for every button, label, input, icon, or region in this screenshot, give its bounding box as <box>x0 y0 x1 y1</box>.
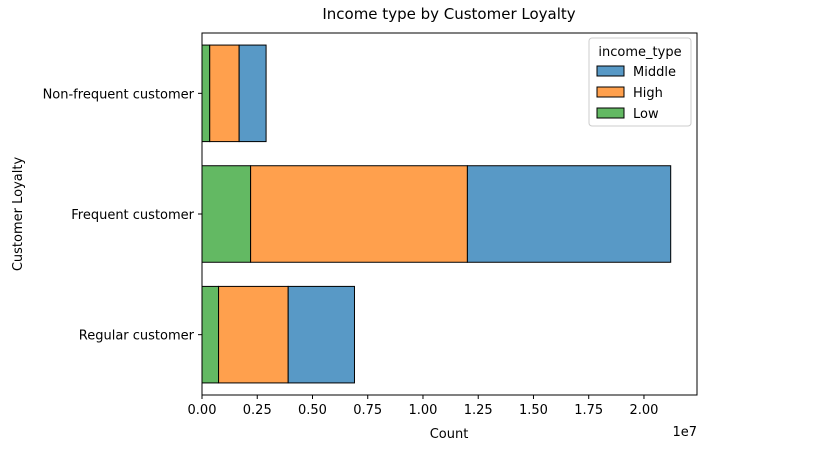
chart-title: Income type by Customer Loyalty <box>322 5 575 23</box>
x-tick-label: 1.00 <box>409 403 438 418</box>
bar-middle-0 <box>238 44 267 143</box>
legend-box <box>588 37 692 127</box>
bar-high-2 <box>218 285 289 384</box>
legend-swatch-low <box>596 107 625 119</box>
x-axis-offset-label: 1e7 <box>672 425 697 440</box>
x-tick-label: 1.75 <box>574 403 603 418</box>
x-tick-label: 0.50 <box>298 403 327 418</box>
bars-layer <box>201 44 672 384</box>
x-axis-ticks: 0.00 0.25 0.50 0.75 1.00 1.25 1.50 1.75 2.00 <box>188 395 658 418</box>
x-tick-label: 0.75 <box>353 403 382 418</box>
bar-high-1 <box>250 165 468 263</box>
legend-label-high: High <box>633 86 663 101</box>
y-tick-label: Non-frequent customer <box>43 87 195 102</box>
legend-label-low: Low <box>633 107 659 122</box>
y-tick-label: Regular customer <box>79 329 195 344</box>
legend-swatch-high <box>596 86 625 98</box>
x-tick-label: 1.25 <box>464 403 493 418</box>
bar-middle-2 <box>287 285 355 384</box>
x-tick-label: 0.00 <box>188 403 217 418</box>
bar-middle-1 <box>466 165 672 263</box>
bar-low-2 <box>201 285 220 384</box>
legend-label-middle: Middle <box>633 65 676 80</box>
y-tick-label: Frequent customer <box>71 208 194 223</box>
y-axis-ticks: Non-frequent customer Frequent customer Re… <box>43 87 202 344</box>
legend-title: income_type <box>598 45 681 60</box>
x-tick-label: 2.00 <box>629 403 658 418</box>
legend: income_type Middle High Low <box>588 37 692 127</box>
bar-low-0 <box>201 44 211 143</box>
bar-high-0 <box>209 44 240 143</box>
bar-low-1 <box>201 165 252 263</box>
x-axis-label: Count <box>430 427 469 442</box>
y-axis-label: Customer Loyalty <box>11 157 26 272</box>
plot-frame <box>201 32 698 396</box>
legend-swatch-middle <box>596 65 625 77</box>
x-tick-label: 0.25 <box>243 403 272 418</box>
x-tick-label: 1.50 <box>519 403 548 418</box>
